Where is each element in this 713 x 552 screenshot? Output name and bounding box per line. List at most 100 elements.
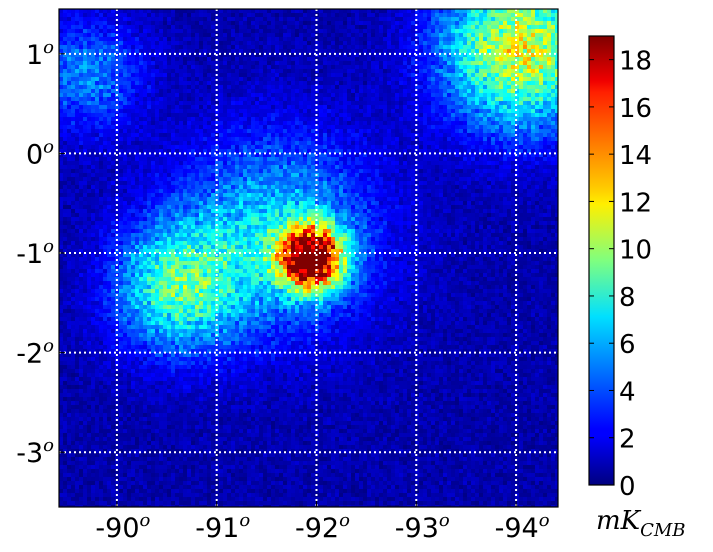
heatmap-cell [455,41,459,45]
heatmap-cell [447,73,451,77]
heatmap-cell [283,165,287,169]
heatmap-cell [443,101,447,105]
heatmap-cell [279,9,283,13]
heatmap-cell [91,117,95,121]
heatmap-cell [247,129,251,133]
heatmap-cell [555,81,558,85]
heatmap-cell [243,149,247,153]
heatmap-cell [335,65,339,69]
heatmap-cell [263,53,267,57]
heatmap-cell [487,113,491,117]
heatmap-cell [227,85,231,89]
heatmap-cell [427,161,431,165]
heatmap-cell [255,81,259,85]
heatmap-cell [375,21,379,25]
heatmap-cell [119,105,123,109]
heatmap-cell [111,101,115,105]
heatmap-cell [171,161,175,165]
heatmap-cell [491,129,495,133]
heatmap-cell [207,161,211,165]
heatmap-cell [419,161,423,165]
heatmap-cell [459,61,463,65]
heatmap-cell [183,157,187,161]
heatmap-cell [255,165,259,169]
heatmap-cell [347,37,351,41]
heatmap-cell [459,49,463,53]
heatmap-cell [407,141,411,145]
heatmap-cell [327,57,331,61]
heatmap-cell [111,21,115,25]
heatmap-cell [407,117,411,121]
heatmap-cell [503,85,507,89]
heatmap-cell [243,25,247,29]
heatmap-cell [199,89,203,93]
heatmap-cell [327,81,331,85]
heatmap-cell [435,93,439,97]
heatmap-cell [263,9,267,13]
heatmap-cell [343,149,347,153]
heatmap-cell [279,37,283,41]
heatmap-cell [523,45,527,49]
heatmap-cell [67,49,71,53]
heatmap-cell [431,165,435,169]
heatmap-cell [371,117,375,121]
heatmap-cell [307,25,311,29]
heatmap-cell [435,9,439,13]
heatmap-cell [395,37,399,41]
heatmap-cell [327,113,331,117]
heatmap-cell [71,33,75,37]
heatmap-cell [91,97,95,101]
heatmap-cell [511,49,515,53]
heatmap-cell [151,9,155,13]
heatmap-cell [135,93,139,97]
heatmap-cell [411,21,415,25]
heatmap-cell [555,133,558,137]
heatmap-cell [175,129,179,133]
heatmap-cell [83,165,87,169]
heatmap-cell [475,117,479,121]
heatmap-cell [263,41,267,45]
heatmap-cell [399,9,403,13]
heatmap-cell [431,97,435,101]
heatmap-cell [191,117,195,121]
heatmap-cell [523,149,527,153]
heatmap-cell [247,153,251,157]
heatmap-cell [263,133,267,137]
heatmap-cell [507,89,511,93]
heatmap-cell [119,145,123,149]
heatmap-cell [91,169,95,173]
heatmap-cell [71,81,75,85]
heatmap-cell [327,121,331,125]
heatmap-cell [275,21,279,25]
heatmap-cell [363,9,367,13]
heatmap-cell [491,69,495,73]
heatmap-cell [371,77,375,81]
heatmap-cell [351,45,355,49]
heatmap-cell [547,61,551,65]
heatmap-cell [439,121,443,125]
heatmap-cell [555,113,558,117]
heatmap-cell [375,121,379,125]
heatmap-cell [443,165,447,169]
heatmap-cell [363,141,367,145]
heatmap-cell [311,45,315,49]
heatmap-cell [335,149,339,153]
heatmap-cell [319,117,323,121]
heatmap-cell [235,149,239,153]
heatmap-cell [399,81,403,85]
heatmap-cell [431,61,435,65]
heatmap-cell [487,121,491,125]
heatmap-cell [495,69,499,73]
heatmap-cell [331,125,335,129]
heatmap-cell [99,137,103,141]
heatmap-cell [443,73,447,77]
heatmap-cell [203,149,207,153]
heatmap-cell [271,105,275,109]
heatmap-cell [171,145,175,149]
heatmap-cell [463,117,467,121]
heatmap-cell [247,85,251,89]
heatmap-cell [435,89,439,93]
heatmap-cell [251,73,255,77]
heatmap-cell [531,137,535,141]
heatmap-cell [443,161,447,165]
